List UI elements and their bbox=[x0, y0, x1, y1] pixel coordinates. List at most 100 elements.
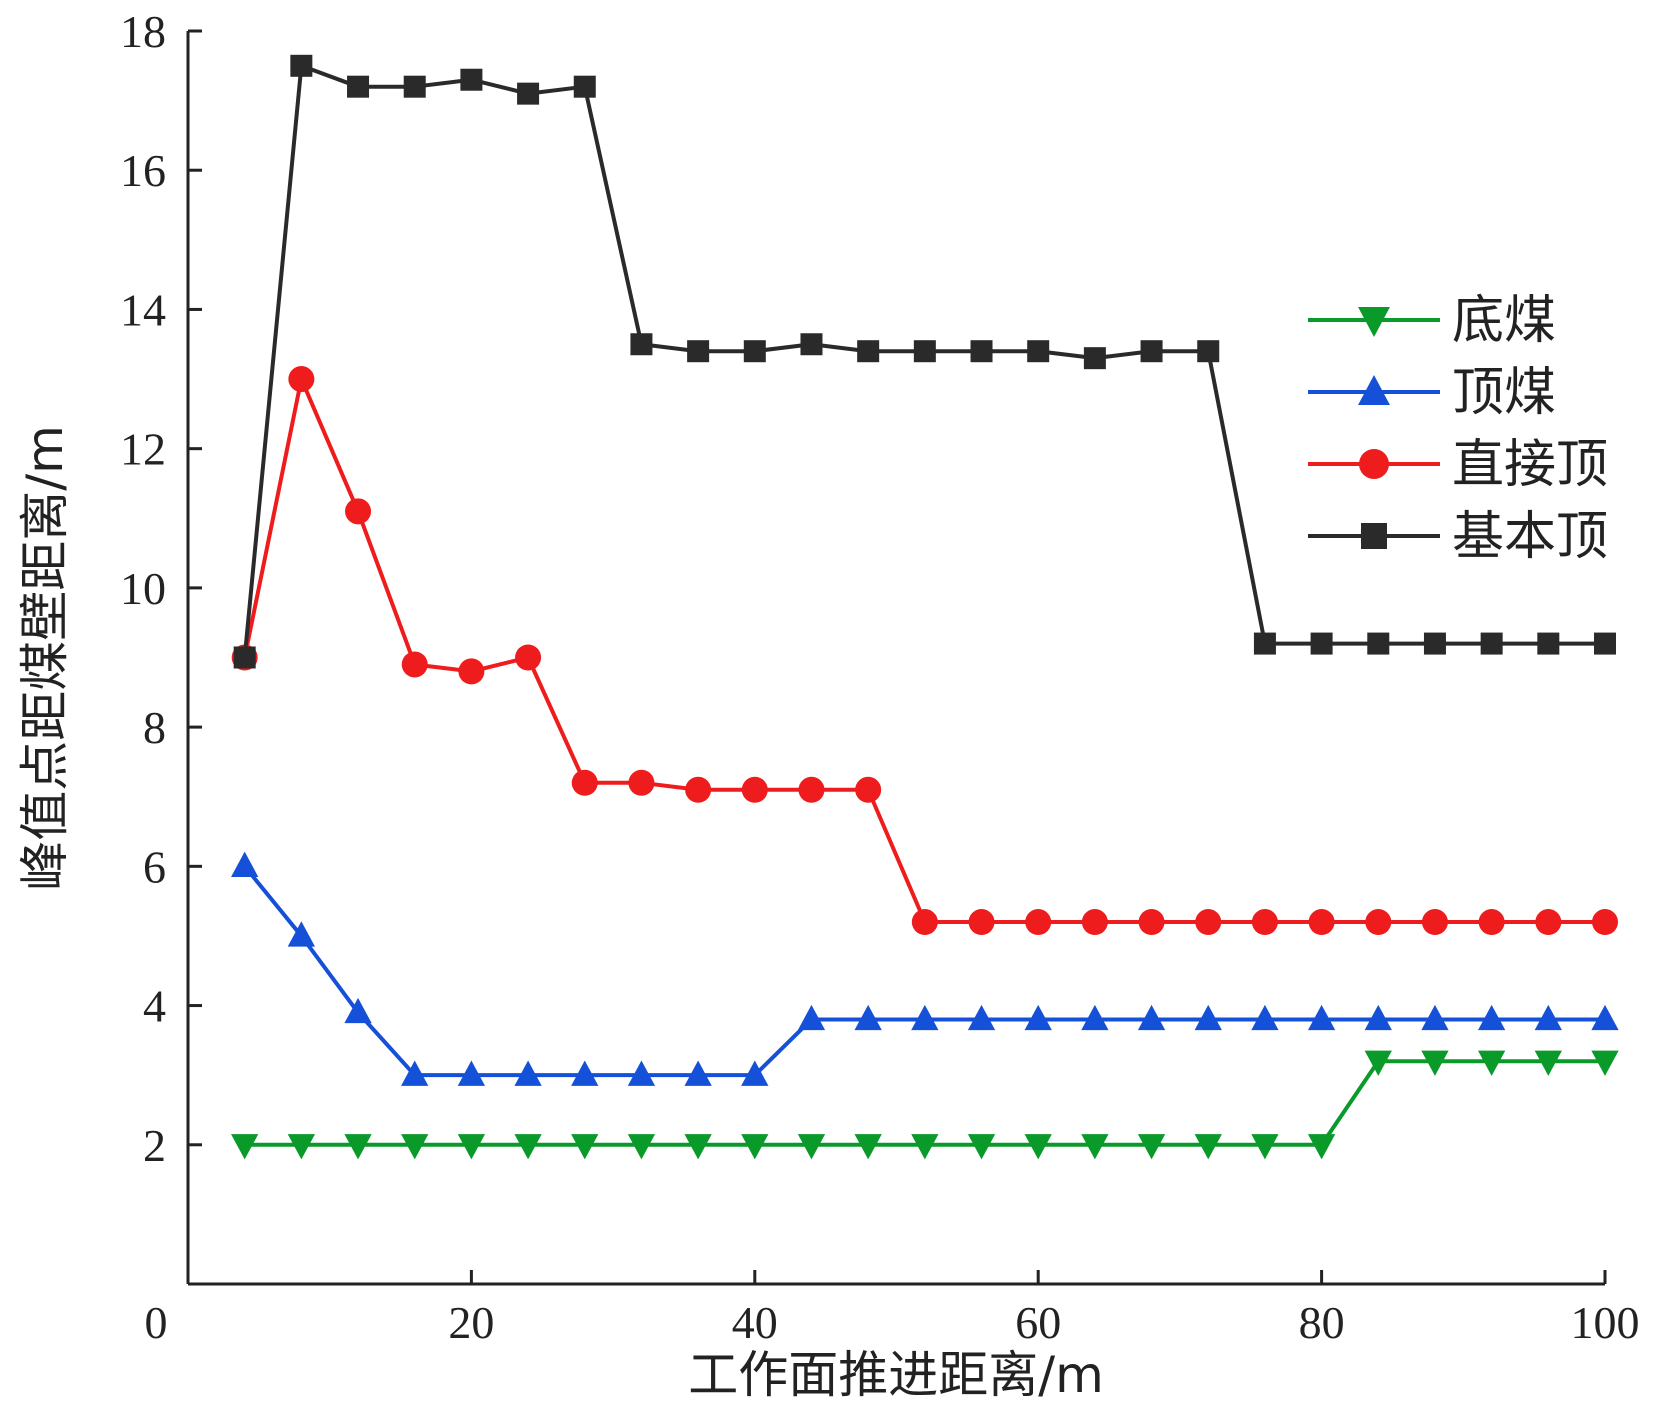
x-tick-label: 0 bbox=[145, 1297, 168, 1348]
data-point bbox=[627, 1060, 656, 1086]
data-point bbox=[684, 1060, 712, 1086]
legend-entry: 顶煤 bbox=[1308, 363, 1556, 423]
data-point bbox=[743, 340, 766, 363]
data-point bbox=[287, 921, 316, 947]
legend-label: 底煤 bbox=[1452, 291, 1556, 351]
y-tick-label: 12 bbox=[120, 424, 166, 475]
tick-layer: 2 4 6 8 10 12 14 16 18 0 20 40 60 80 100 bbox=[120, 6, 1640, 1348]
legend-entry: 基本顶 bbox=[1308, 507, 1608, 567]
data-point bbox=[857, 340, 880, 363]
data-point bbox=[685, 776, 712, 803]
legend-marker bbox=[1358, 307, 1390, 337]
data-point bbox=[911, 909, 938, 936]
data-point bbox=[1364, 1050, 1392, 1076]
data-point bbox=[403, 75, 426, 98]
data-point bbox=[401, 1060, 429, 1086]
data-point bbox=[344, 1134, 372, 1160]
data-point bbox=[1025, 909, 1052, 936]
data-point bbox=[911, 1134, 939, 1160]
data-point bbox=[1421, 1050, 1449, 1076]
data-point bbox=[1537, 632, 1560, 655]
data-point bbox=[798, 776, 825, 803]
data-point bbox=[1591, 1004, 1619, 1031]
series-4 bbox=[233, 54, 1616, 669]
data-point bbox=[1307, 1134, 1336, 1160]
data-point bbox=[1364, 1004, 1392, 1031]
data-point bbox=[401, 1134, 429, 1160]
data-point bbox=[458, 658, 485, 685]
data-point bbox=[1591, 1050, 1619, 1076]
series-1 bbox=[231, 1050, 1619, 1160]
x-tick-label: 80 bbox=[1299, 1297, 1345, 1348]
data-point bbox=[1308, 909, 1335, 936]
data-point bbox=[1194, 1134, 1222, 1160]
data-point bbox=[1534, 1004, 1562, 1031]
y-tick-label: 8 bbox=[143, 702, 166, 753]
data-point bbox=[1253, 632, 1276, 655]
data-point bbox=[1480, 632, 1503, 655]
data-point bbox=[1081, 1134, 1109, 1160]
data-point bbox=[797, 1004, 826, 1031]
series-layer bbox=[231, 54, 1619, 1160]
data-point bbox=[515, 644, 542, 671]
data-point bbox=[401, 651, 428, 678]
data-point bbox=[288, 366, 315, 393]
legend-entry: 直接顶 bbox=[1308, 435, 1608, 495]
data-point bbox=[1477, 1050, 1506, 1076]
legend-marker bbox=[1358, 375, 1390, 405]
data-point bbox=[1024, 1004, 1052, 1031]
data-point bbox=[457, 1060, 486, 1086]
data-point bbox=[571, 1060, 599, 1086]
y-tick-label: 2 bbox=[143, 1120, 166, 1171]
data-point bbox=[1423, 632, 1446, 655]
data-point bbox=[1365, 909, 1392, 936]
data-point bbox=[517, 82, 540, 105]
data-point bbox=[1195, 909, 1222, 936]
data-point bbox=[1138, 909, 1165, 936]
data-point bbox=[457, 1134, 486, 1160]
legend-label: 直接顶 bbox=[1452, 435, 1608, 495]
data-point bbox=[854, 1004, 882, 1031]
legend-label: 顶煤 bbox=[1452, 363, 1556, 423]
data-point bbox=[1251, 1134, 1279, 1160]
series-line bbox=[242, 377, 1605, 925]
data-point bbox=[627, 1134, 656, 1160]
data-point bbox=[913, 340, 936, 363]
data-point bbox=[347, 75, 370, 98]
y-tick-label: 6 bbox=[143, 841, 166, 892]
y-tick-label: 16 bbox=[120, 145, 166, 196]
axes bbox=[186, 31, 1605, 1286]
data-point bbox=[1478, 909, 1505, 936]
data-point bbox=[1421, 1004, 1449, 1031]
data-point bbox=[514, 1134, 542, 1160]
data-point bbox=[630, 333, 653, 356]
legend-entry: 底煤 bbox=[1308, 291, 1556, 351]
data-point bbox=[514, 1060, 542, 1086]
data-point bbox=[1421, 909, 1448, 936]
data-point bbox=[287, 1134, 316, 1160]
data-point bbox=[741, 776, 768, 803]
data-point bbox=[1137, 1004, 1166, 1031]
data-point bbox=[628, 769, 655, 796]
data-point bbox=[800, 333, 823, 356]
data-point bbox=[797, 1134, 826, 1160]
data-point bbox=[1194, 1004, 1222, 1031]
data-point bbox=[967, 1004, 996, 1031]
data-point bbox=[1367, 632, 1390, 655]
data-point bbox=[1027, 340, 1050, 363]
data-point bbox=[1197, 340, 1220, 363]
y-axis-title: 峰值点距煤壁距离/m bbox=[16, 425, 74, 891]
data-point bbox=[1307, 1004, 1336, 1031]
legend-label: 基本顶 bbox=[1452, 507, 1608, 567]
data-point bbox=[231, 1134, 259, 1160]
series-line bbox=[243, 865, 1605, 1078]
data-point bbox=[967, 1134, 996, 1160]
data-point bbox=[573, 75, 596, 98]
data-point bbox=[1251, 909, 1278, 936]
x-axis-title: 工作面推进距离/m bbox=[688, 1346, 1104, 1404]
x-tick-label: 20 bbox=[448, 1297, 494, 1348]
series-3 bbox=[231, 366, 1618, 936]
legend-marker bbox=[1361, 523, 1387, 549]
